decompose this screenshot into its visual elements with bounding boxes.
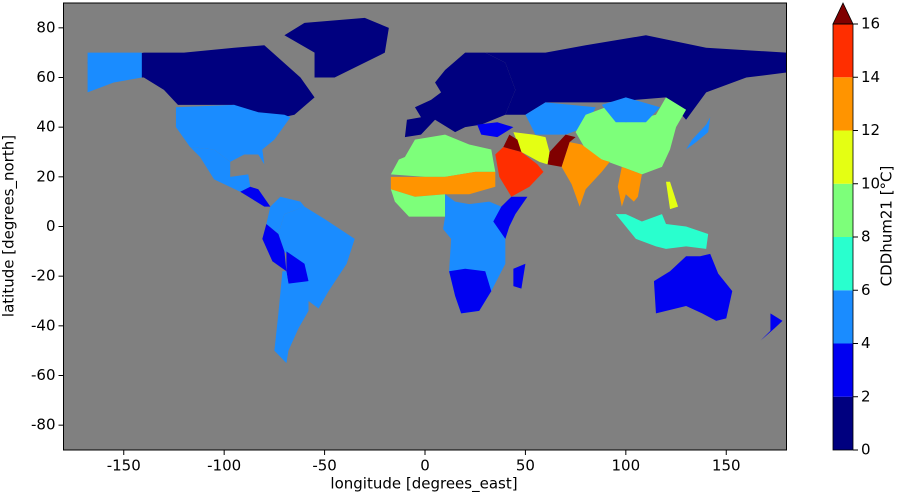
region	[601, 97, 660, 123]
colorbar-tick-label: 14	[861, 68, 880, 86]
region	[493, 196, 528, 239]
x-tick-label: 100	[612, 457, 641, 475]
region	[653, 253, 733, 321]
colorbar-tick-label: 10	[861, 174, 880, 192]
region	[525, 102, 596, 135]
x-tick-label: -50	[312, 457, 337, 475]
colorbar-tick-label: 0	[861, 441, 871, 459]
region	[485, 35, 787, 120]
y-tick-label: -20	[31, 267, 56, 285]
colorbar-segment	[833, 237, 853, 291]
colorbar-segment	[833, 290, 853, 344]
region	[278, 206, 355, 309]
y-tick-label: 80	[36, 18, 55, 36]
y-tick-label: 60	[36, 68, 55, 86]
colorbar-tick-label: 16	[861, 15, 880, 33]
region	[87, 45, 315, 123]
colorbar-segment	[833, 396, 853, 450]
region	[575, 97, 687, 175]
region	[513, 132, 550, 165]
y-tick-label: -60	[31, 366, 56, 384]
region	[561, 142, 610, 207]
y-axis-label: latitude [degrees_north]	[0, 135, 19, 317]
x-tick-label: 150	[712, 457, 741, 475]
colorbar-tick-label: 4	[861, 334, 871, 352]
region	[284, 17, 389, 78]
region	[617, 166, 642, 207]
region	[240, 186, 271, 207]
x-tick-label: -150	[107, 457, 141, 475]
colorbar-tick-label: 12	[861, 121, 880, 139]
y-tick-label: -80	[31, 416, 56, 434]
region	[547, 134, 576, 167]
colorbar-segment	[833, 343, 853, 397]
colorbar-tick-label: 8	[861, 228, 871, 246]
region	[262, 224, 287, 272]
x-axis-label: longitude [degrees_east]	[330, 475, 517, 494]
region	[495, 147, 544, 197]
region	[266, 196, 305, 234]
region	[390, 134, 496, 177]
region	[175, 104, 291, 165]
region	[449, 268, 492, 314]
region	[286, 251, 309, 284]
colorbar-tick-label: 2	[861, 387, 871, 405]
colorbar-segment	[833, 24, 853, 78]
x-tick-label: -100	[207, 457, 241, 475]
colorbar-segment	[833, 183, 853, 237]
region	[686, 117, 711, 150]
colorbar-segment	[833, 77, 853, 131]
region	[390, 189, 446, 217]
colorbar-extension	[832, 2, 854, 25]
colorbar-segment	[833, 130, 853, 184]
x-tick-label: 50	[516, 457, 535, 475]
y-tick-label: 0	[46, 217, 56, 235]
region	[513, 263, 526, 289]
y-tick-label: 40	[36, 118, 55, 136]
x-tick-label: 0	[420, 457, 430, 475]
region	[390, 171, 496, 197]
region	[87, 52, 142, 93]
y-tick-label: -40	[31, 316, 56, 334]
region	[503, 134, 522, 152]
region	[477, 122, 514, 138]
region	[615, 214, 709, 249]
region	[760, 313, 783, 341]
region	[666, 181, 679, 210]
colorbar-label: CDDhum21 [°C]	[878, 166, 896, 287]
region	[404, 52, 516, 138]
region	[190, 147, 251, 192]
region	[274, 271, 309, 364]
colorbar-tick-label: 6	[861, 281, 871, 299]
y-tick-label: 20	[36, 167, 55, 185]
